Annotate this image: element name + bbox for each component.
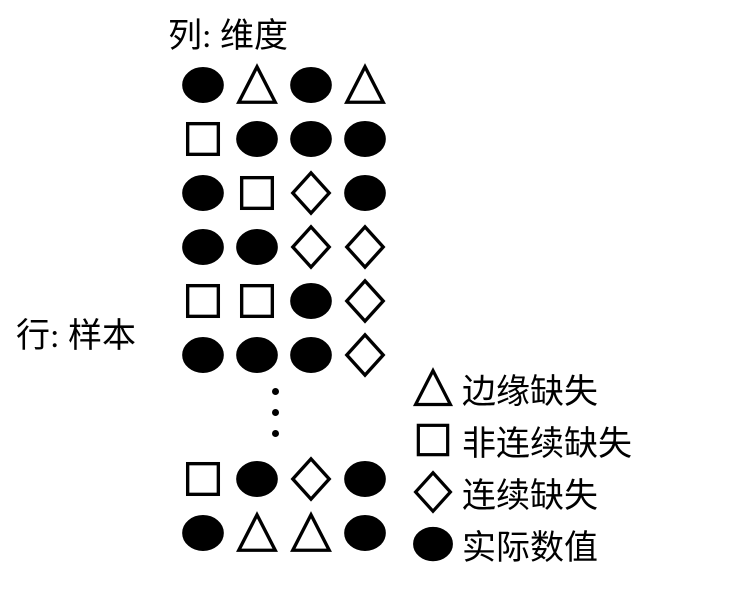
row-header-label: 行: 样本 — [16, 308, 136, 357]
circle-icon — [180, 62, 226, 108]
legend-row: 连续缺失 — [406, 466, 632, 518]
matrix-cell — [230, 112, 284, 166]
column-header-label: 列: 维度 — [168, 8, 288, 57]
triangle-icon — [234, 510, 280, 556]
matrix-bottom — [176, 452, 392, 560]
matrix-cell — [230, 328, 284, 382]
matrix-cell — [176, 328, 230, 382]
diamond-icon — [342, 278, 388, 324]
matrix-cell — [230, 166, 284, 220]
matrix-cell — [338, 166, 392, 220]
matrix-cell — [338, 112, 392, 166]
matrix-cell — [338, 506, 392, 560]
legend-icon-wrap — [406, 466, 460, 518]
matrix-cell — [284, 506, 338, 560]
square-icon — [234, 170, 280, 216]
triangle-icon — [342, 62, 388, 108]
matrix-cell — [230, 58, 284, 112]
diagram-canvas: { "labels": { "col_header": "列: 维度", "ro… — [0, 0, 745, 610]
circle-icon — [234, 116, 280, 162]
ellipsis-dots — [272, 388, 279, 437]
square-icon — [411, 418, 455, 462]
legend-row: 实际数值 — [406, 518, 632, 570]
matrix-cell — [176, 166, 230, 220]
diamond-icon — [288, 224, 334, 270]
matrix-cell — [284, 274, 338, 328]
matrix-top — [176, 58, 392, 382]
matrix-cell — [230, 220, 284, 274]
circle-icon — [288, 62, 334, 108]
diamond-icon — [342, 332, 388, 378]
matrix-cell — [230, 506, 284, 560]
legend-label: 连续缺失 — [462, 468, 598, 517]
legend-row: 边缘缺失 — [406, 362, 632, 414]
matrix-cell — [230, 452, 284, 506]
circle-icon — [342, 456, 388, 502]
square-icon — [234, 278, 280, 324]
matrix-cell — [284, 166, 338, 220]
legend-label: 非连续缺失 — [462, 416, 632, 465]
legend-icon-wrap — [406, 518, 460, 570]
triangle-icon — [411, 366, 455, 410]
matrix-cell — [338, 328, 392, 382]
square-icon — [180, 278, 226, 324]
legend-icon-wrap — [406, 414, 460, 466]
matrix-cell — [176, 112, 230, 166]
matrix-cell — [176, 58, 230, 112]
matrix-cell — [284, 220, 338, 274]
square-icon — [180, 116, 226, 162]
circle-icon — [288, 278, 334, 324]
matrix-cell — [338, 58, 392, 112]
circle-icon — [342, 510, 388, 556]
triangle-icon — [288, 510, 334, 556]
diamond-icon — [342, 224, 388, 270]
diamond-icon — [411, 470, 455, 514]
diamond-icon — [288, 170, 334, 216]
legend-icon-wrap — [406, 362, 460, 414]
circle-icon — [288, 332, 334, 378]
circle-icon — [234, 456, 280, 502]
matrix-cell — [338, 274, 392, 328]
matrix-cell — [338, 220, 392, 274]
legend-row: 非连续缺失 — [406, 414, 632, 466]
matrix-cell — [176, 274, 230, 328]
circle-icon — [342, 116, 388, 162]
matrix-cell — [284, 112, 338, 166]
circle-icon — [342, 170, 388, 216]
matrix-cell — [338, 452, 392, 506]
circle-icon — [180, 510, 226, 556]
circle-icon — [411, 522, 455, 566]
matrix-cell — [230, 274, 284, 328]
legend-label: 边缘缺失 — [462, 364, 598, 413]
matrix-cell — [176, 220, 230, 274]
circle-icon — [180, 170, 226, 216]
diamond-icon — [288, 456, 334, 502]
circle-icon — [180, 332, 226, 378]
matrix-cell — [284, 452, 338, 506]
matrix-cell — [284, 328, 338, 382]
circle-icon — [180, 224, 226, 270]
legend-label: 实际数值 — [462, 520, 598, 569]
square-icon — [180, 456, 226, 502]
circle-icon — [234, 224, 280, 270]
circle-icon — [234, 332, 280, 378]
matrix-cell — [284, 58, 338, 112]
triangle-icon — [234, 62, 280, 108]
matrix-cell — [176, 452, 230, 506]
circle-icon — [288, 116, 334, 162]
legend: 边缘缺失非连续缺失连续缺失实际数值 — [406, 362, 632, 570]
matrix-cell — [176, 506, 230, 560]
